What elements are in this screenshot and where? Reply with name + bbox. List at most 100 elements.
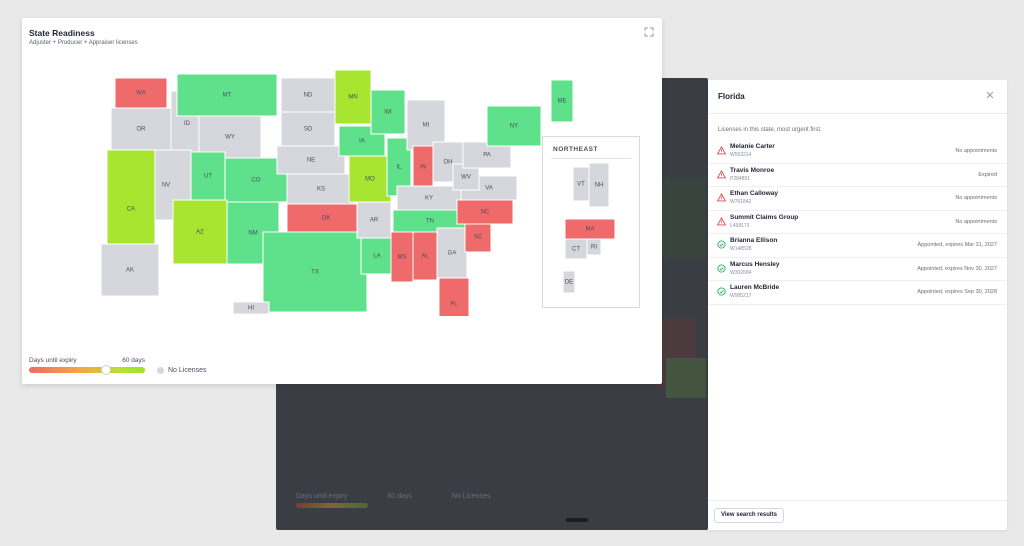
view-search-results-button[interactable]: View search results — [714, 508, 784, 523]
state-de[interactable]: DE — [562, 270, 576, 294]
state-ga[interactable]: GA — [436, 227, 468, 279]
legend-max: 60 days — [122, 357, 145, 364]
warning-triangle-icon — [717, 216, 726, 225]
background-legend-bar — [296, 503, 368, 508]
legend-slider-knob[interactable] — [101, 365, 111, 375]
license-holder-name: Ethan Calloway — [730, 190, 779, 197]
panel-footer: View search results — [708, 500, 1007, 530]
license-list: Melanie Carter W553214 No appointments Trav… — [708, 140, 1007, 305]
state-ny[interactable]: NY — [486, 105, 542, 147]
expiry-legend: Days until expiry 60 days — [29, 357, 145, 375]
license-status: Expired — [978, 171, 997, 178]
state-ky[interactable]: KY — [396, 185, 462, 211]
state-wi[interactable]: WI — [370, 89, 406, 135]
license-holder-name: Summit Claims Group — [730, 213, 799, 221]
license-number: W302684 — [730, 269, 752, 276]
state-wa[interactable]: WA — [114, 77, 168, 109]
license-number: W995217 — [730, 293, 752, 299]
check-circle-icon — [717, 240, 726, 249]
license-number: W553214 — [730, 152, 752, 158]
state-ok[interactable]: OK — [286, 203, 366, 233]
northeast-title: NORTHEAST — [553, 146, 598, 153]
panel-header: Florida ✕ — [708, 80, 1007, 114]
legend-gradient-bar — [29, 365, 145, 375]
expand-icon[interactable] — [644, 27, 654, 37]
state-sd[interactable]: SD — [280, 111, 336, 147]
license-number: W148528 — [730, 246, 752, 252]
state-az[interactable]: AZ — [172, 199, 228, 265]
state-nd[interactable]: ND — [280, 77, 336, 113]
state-hi[interactable]: HI — [232, 301, 270, 315]
northeast-inset: NORTHEAST VT NH MA CT RI DE — [542, 136, 640, 308]
state-al[interactable]: AL — [412, 231, 438, 281]
state-me[interactable]: ME — [550, 79, 574, 123]
state-ak[interactable]: AK — [100, 243, 160, 297]
state-la[interactable]: LA — [360, 237, 394, 275]
license-row[interactable]: Ethan Calloway W761842 No appointments — [708, 187, 1007, 211]
license-row[interactable]: Summit Claims Group L458173 No appointment… — [708, 211, 1007, 234]
state-mo[interactable]: MO — [348, 155, 392, 203]
warning-triangle-icon — [717, 169, 726, 178]
state-ut[interactable]: UT — [190, 151, 226, 201]
license-holder-name: Melanie Carter — [730, 143, 775, 150]
resize-handle[interactable] — [566, 518, 588, 522]
license-status: No appointments — [955, 218, 997, 225]
state-mn[interactable]: MN — [334, 69, 372, 125]
license-row[interactable]: Brianna Ellison W148528 Appointed, expires… — [708, 234, 1007, 258]
license-status: Appointed, expires Sep 30, 2028 — [917, 289, 997, 295]
license-holder-name: Travis Monroe — [730, 166, 775, 174]
state-fl[interactable]: FL — [438, 277, 470, 316]
state-tx[interactable]: TX — [262, 231, 368, 313]
background-legend-max: 60 days — [387, 493, 412, 500]
warning-triangle-icon — [717, 193, 726, 202]
state-ma[interactable]: MA — [564, 218, 616, 240]
state-wy[interactable]: WY — [198, 115, 262, 159]
check-circle-icon — [717, 287, 726, 296]
license-status: Appointed, expires Mar 31, 2027 — [917, 242, 998, 248]
state-detail-panel: Florida ✕ Licenses in this state, most u… — [708, 80, 1007, 530]
background-no-license: No Licenses — [451, 493, 491, 500]
background-legend: Days until expiry 60 days No Licenses — [296, 493, 490, 508]
license-row[interactable]: Lauren McBride W995217 Appointed, expires … — [708, 281, 1007, 305]
check-circle-icon — [717, 263, 726, 273]
license-holder-name: Lauren McBride — [730, 284, 780, 291]
state-vt[interactable]: VT — [572, 166, 590, 202]
state-ct[interactable]: CT — [564, 238, 588, 260]
state-mt[interactable]: MT — [176, 73, 278, 117]
state-ms[interactable]: MS — [390, 231, 414, 283]
state-or[interactable]: OR — [110, 107, 172, 151]
state-ar[interactable]: AR — [356, 201, 392, 239]
state-sc[interactable]: SC — [464, 221, 492, 253]
license-holder-name: Marcus Hensley — [730, 260, 780, 268]
panel-title: Florida — [718, 92, 745, 101]
warning-triangle-icon — [717, 146, 726, 155]
state-readiness-card: State Readiness Adjuster + Producer + Ap… — [22, 18, 662, 384]
no-licenses-label: No Licenses — [168, 367, 207, 374]
northeast-divider — [551, 158, 631, 159]
state-nc[interactable]: NC — [456, 199, 514, 225]
license-row[interactable]: Melanie Carter W553214 No appointments — [708, 140, 1007, 164]
state-ne[interactable]: NE — [276, 145, 346, 175]
license-number: P284851 — [730, 175, 751, 182]
license-row[interactable]: Marcus Hensley W302684 Appointed, expires … — [708, 258, 1007, 281]
legend-label: Days until expiry — [29, 357, 77, 364]
card-title: State Readiness — [29, 28, 95, 38]
state-ri[interactable]: RI — [586, 238, 602, 256]
state-ks[interactable]: KS — [286, 173, 356, 205]
license-number: L458173 — [730, 222, 750, 229]
license-status: No appointments — [955, 148, 997, 154]
license-status: Appointed, expires Nov 30, 2027 — [917, 265, 997, 272]
background-legend-label: Days until expiry — [296, 493, 348, 500]
license-holder-name: Brianna Ellison — [730, 237, 778, 244]
state-in[interactable]: IN — [412, 145, 434, 189]
card-subtitle: Adjuster + Producer + Appraiser licenses — [29, 40, 138, 46]
license-row[interactable]: Travis Monroe P284851 Expired — [708, 164, 1007, 187]
no-licenses-dot — [157, 367, 164, 374]
close-icon[interactable]: ✕ — [985, 90, 995, 102]
license-number: W761842 — [730, 199, 752, 205]
state-nh[interactable]: NH — [588, 162, 610, 208]
panel-subtitle: Licenses in this state, most urgent firs… — [718, 127, 822, 133]
license-status: No appointments — [955, 195, 997, 201]
